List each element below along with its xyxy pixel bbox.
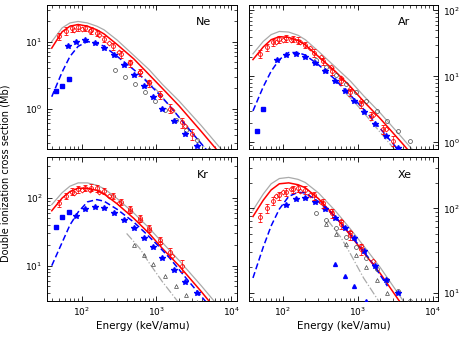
Text: Xe: Xe [397,170,411,180]
Text: Double ionization cross section (Mb): Double ionization cross section (Mb) [0,84,11,262]
Text: Ne: Ne [195,17,210,27]
X-axis label: Energy (keV/amu): Energy (keV/amu) [95,321,189,331]
Text: Ar: Ar [398,17,410,27]
X-axis label: Energy (keV/amu): Energy (keV/amu) [297,321,391,331]
Text: Kr: Kr [197,170,209,180]
